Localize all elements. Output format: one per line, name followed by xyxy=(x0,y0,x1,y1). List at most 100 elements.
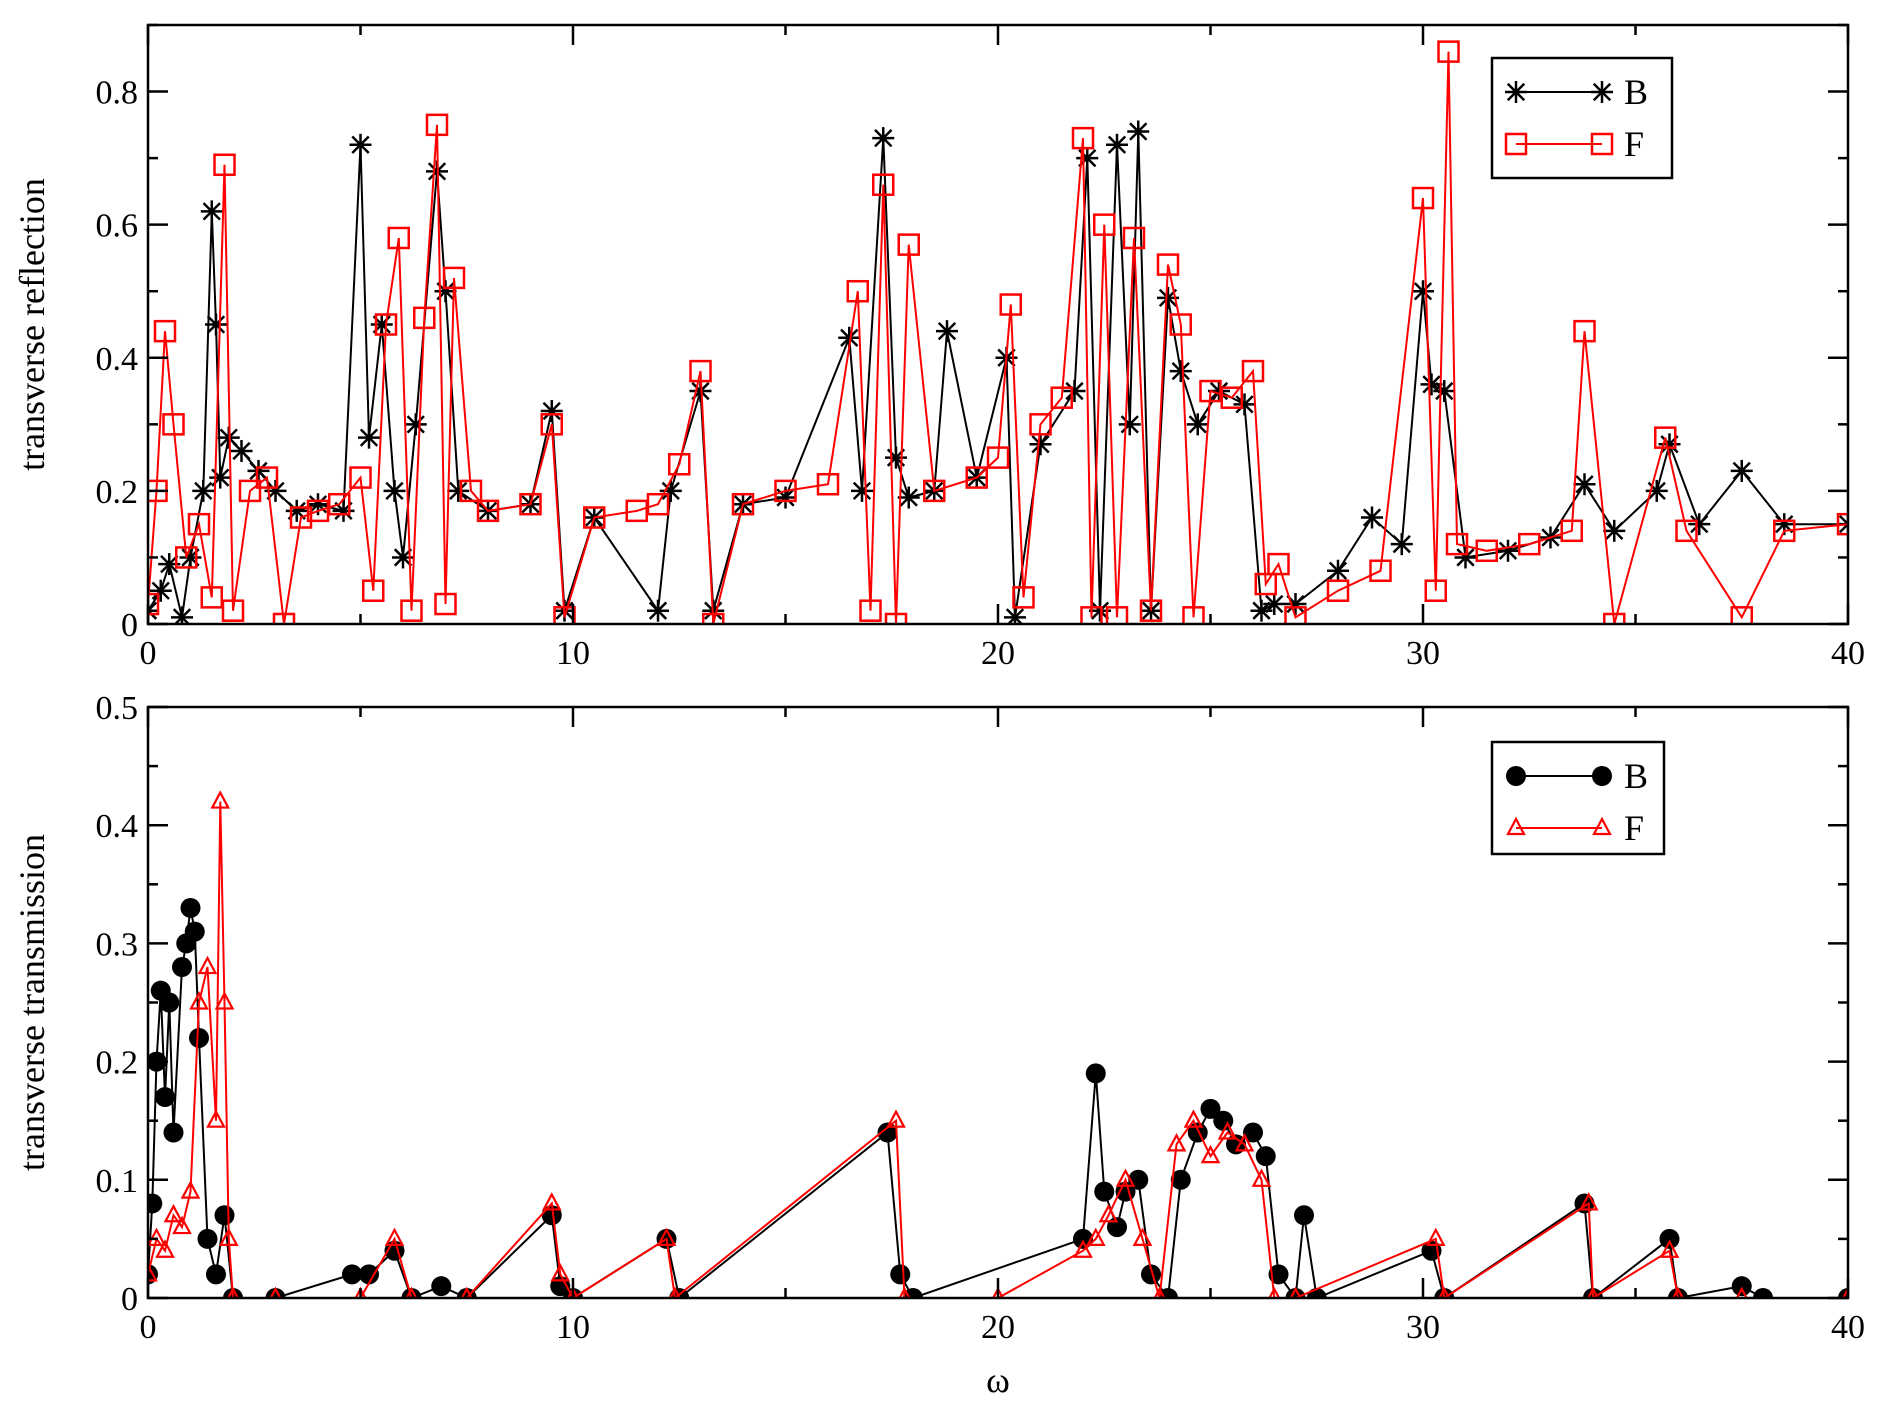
transmission-series-F-point xyxy=(1234,1133,1255,1152)
reflection-series-B-point xyxy=(1263,593,1286,616)
reflection-series-F-point xyxy=(1730,606,1753,624)
transmission-y-tick-label: 0.4 xyxy=(96,808,139,845)
transmission-series-F-point xyxy=(460,1286,473,1298)
transmission-series-B-point xyxy=(1294,1205,1314,1226)
transmission-series-B-point xyxy=(163,1122,184,1143)
reflection-legend-marker-F xyxy=(1504,132,1528,156)
reflection-series-B-point xyxy=(1603,519,1626,542)
reflection-series-B-point xyxy=(1169,360,1192,383)
reflection-series-B-point xyxy=(851,479,873,502)
transmission-y-tick-label: 0 xyxy=(121,1281,138,1318)
reflection-series-B-point xyxy=(447,479,470,502)
reflection-y-tick-label: 0.2 xyxy=(96,474,139,511)
reflection-series-F-point xyxy=(884,612,908,624)
transmission-legend-label-B: B xyxy=(1624,756,1648,796)
transmission-series-B-point xyxy=(184,921,205,942)
reflection-series-B-point xyxy=(1573,473,1596,496)
transmission-series-F xyxy=(148,790,1848,1298)
transmission-legend: BF xyxy=(1490,740,1666,856)
reflection-panel: 0 10 20 30 40 0 0.2 0.4 0.6 0.8 transverse reflect… xyxy=(12,23,1865,672)
reflection-series-F-point xyxy=(923,479,946,503)
reflection-x-tick-label: 20 xyxy=(981,635,1015,672)
reflection-series-B-point xyxy=(332,499,355,522)
reflection-series-B-point xyxy=(659,479,682,502)
transmission-legend-marker-F xyxy=(1506,816,1526,836)
reflection-series-F-point xyxy=(148,592,160,616)
reflection-series-F-point xyxy=(1169,313,1192,336)
transmission-series-F-point xyxy=(226,1286,240,1298)
reflection-series-F-point xyxy=(459,479,483,503)
reflection-series-B-point xyxy=(349,133,372,156)
reflection-series-F-point xyxy=(1654,426,1677,449)
transmission-series-B-point xyxy=(155,1087,175,1108)
transmission-y-tick-label: 0.5 xyxy=(96,690,139,727)
reflection-series-F-point xyxy=(1139,599,1163,622)
transmission-series-F-line xyxy=(148,801,1848,1298)
reflection-series-B xyxy=(148,120,1848,624)
reflection-series-F-point xyxy=(1560,519,1583,543)
reflection-series-F-point xyxy=(187,512,211,536)
transmission-series-B-point xyxy=(1170,1169,1191,1190)
reflection-series-F-point xyxy=(1093,213,1116,236)
transmission-series-B-point xyxy=(1268,1264,1289,1285)
reflection-series-F-point xyxy=(362,579,385,602)
reflection-series-B-point xyxy=(1327,559,1349,582)
transmission-series-F-point xyxy=(155,1239,175,1258)
reflection-series-B-point xyxy=(404,413,427,436)
reflection-series-B-point xyxy=(1076,147,1099,170)
transmission-series-F-point xyxy=(541,1192,562,1211)
reflection-series-F-point xyxy=(668,453,691,476)
transmission-series-F-point xyxy=(1671,1286,1685,1298)
transmission-series-B-point xyxy=(265,1288,286,1298)
reflection-series-B-point xyxy=(285,499,308,522)
reflection-legend: BF xyxy=(1490,56,1674,180)
transmission-series-F-point xyxy=(269,1286,282,1298)
transmission-x-tick-label: 0 xyxy=(140,1309,157,1346)
reflection-y-tick-label: 0.8 xyxy=(96,75,139,112)
reflection-series-F-point xyxy=(1424,579,1447,602)
transmission-series-B-point xyxy=(1094,1181,1115,1202)
reflection-series-F-point xyxy=(1518,532,1541,556)
transmission-series-B-point xyxy=(359,1264,379,1285)
reflection-series-B-point xyxy=(1390,533,1413,556)
reflection-series-B-point xyxy=(1186,413,1209,436)
transmission-series-B-point xyxy=(1141,1264,1161,1285)
reflection-series-F-point xyxy=(553,606,576,624)
transmission-series-F-point xyxy=(1659,1239,1680,1258)
reflection-series-F-point xyxy=(1773,519,1796,543)
transmission-y-tick-label: 0.2 xyxy=(96,1045,139,1082)
transmission-series-F-point xyxy=(1153,1286,1166,1298)
reflection-series-F-point xyxy=(1105,606,1129,624)
reflection-series-B-point xyxy=(1433,380,1456,403)
reflection-legend-box xyxy=(1490,56,1674,180)
transmission-series-F-point xyxy=(148,1227,167,1247)
reflection-series-F-point xyxy=(986,446,1010,469)
reflection-series-F-point xyxy=(965,466,988,489)
transmission-series-B-point xyxy=(1753,1288,1773,1298)
transmission-series-B-point xyxy=(1731,1276,1752,1297)
reflection-legend-marker-B xyxy=(1505,81,1527,103)
reflection-series-F-point xyxy=(1603,612,1626,624)
transmission-series-F-point xyxy=(1268,1286,1281,1298)
reflection-series-F-point xyxy=(387,226,410,250)
transmission-series-F-point xyxy=(1115,1168,1136,1187)
reflection-series-B-point xyxy=(209,466,232,489)
transmission-series-F-point xyxy=(189,991,209,1010)
transmission-series-F-point xyxy=(668,1286,682,1298)
reflection-series-F-point xyxy=(289,506,313,529)
transmission-x-tick-label: 30 xyxy=(1406,1309,1440,1346)
reflection-series-B-point xyxy=(158,553,181,576)
transmission-y-axis-label: transverse transmission xyxy=(12,834,52,1171)
transmission-series-F-point xyxy=(1425,1227,1446,1247)
transmission-series-F-point xyxy=(1166,1133,1187,1152)
transmission-series-F-point xyxy=(991,1286,1005,1298)
transmission-series-F-point xyxy=(886,1109,906,1128)
reflection-series-F-point xyxy=(646,492,670,516)
reflection-series-F-point xyxy=(1369,559,1392,583)
reflection-series-B-point xyxy=(1497,539,1519,562)
transmission-series-F-point xyxy=(1578,1192,1599,1211)
reflection-series-F-point xyxy=(1475,539,1498,563)
transmission-series-B-point xyxy=(1243,1122,1263,1143)
reflection-series-F-point xyxy=(1122,226,1146,250)
reflection-series-F-point xyxy=(1445,532,1469,556)
